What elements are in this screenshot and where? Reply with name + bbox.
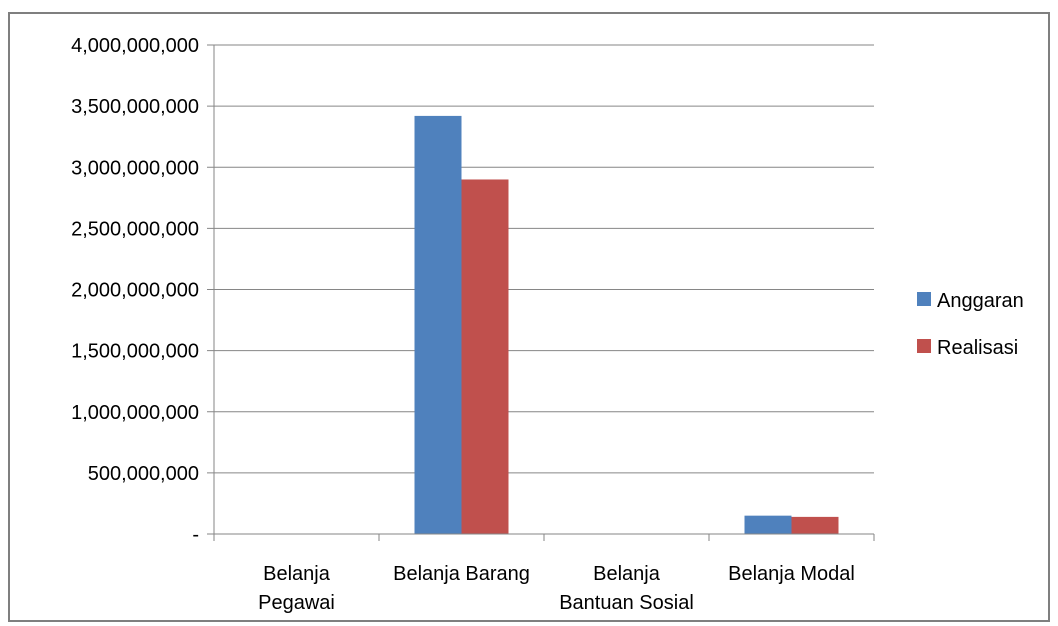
- legend-label: Anggaran: [937, 290, 1024, 312]
- legend-label: Realisasi: [937, 337, 1018, 359]
- y-tick-label: 3,000,000,000: [71, 157, 199, 179]
- bar-realisasi: [461, 179, 509, 534]
- y-tick-label: 2,000,000,000: [71, 280, 199, 302]
- x-category-label: Belanja Barang: [393, 563, 530, 585]
- y-tick-label: 500,000,000: [88, 463, 199, 485]
- bar-anggaran: [744, 515, 792, 534]
- y-tick-label: -: [192, 524, 199, 546]
- y-tick-label: 1,500,000,000: [71, 341, 199, 363]
- x-category-label: Belanja: [263, 563, 331, 585]
- chart-frame: [8, 12, 1050, 622]
- bar-realisasi: [791, 516, 839, 534]
- y-tick-label: 4,000,000,000: [71, 35, 199, 57]
- x-category-label: Belanja Modal: [728, 563, 855, 585]
- legend-swatch-anggaran: [917, 292, 931, 306]
- y-tick-label: 2,500,000,000: [71, 218, 199, 240]
- x-category-label: Pegawai: [258, 592, 335, 614]
- x-category-label: Bantuan Sosial: [559, 592, 694, 614]
- legend-swatch-realisasi: [917, 339, 931, 353]
- y-tick-label: 3,500,000,000: [71, 96, 199, 118]
- y-tick-label: 1,000,000,000: [71, 402, 199, 424]
- x-category-label: Belanja: [593, 563, 661, 585]
- bar-anggaran: [414, 115, 462, 534]
